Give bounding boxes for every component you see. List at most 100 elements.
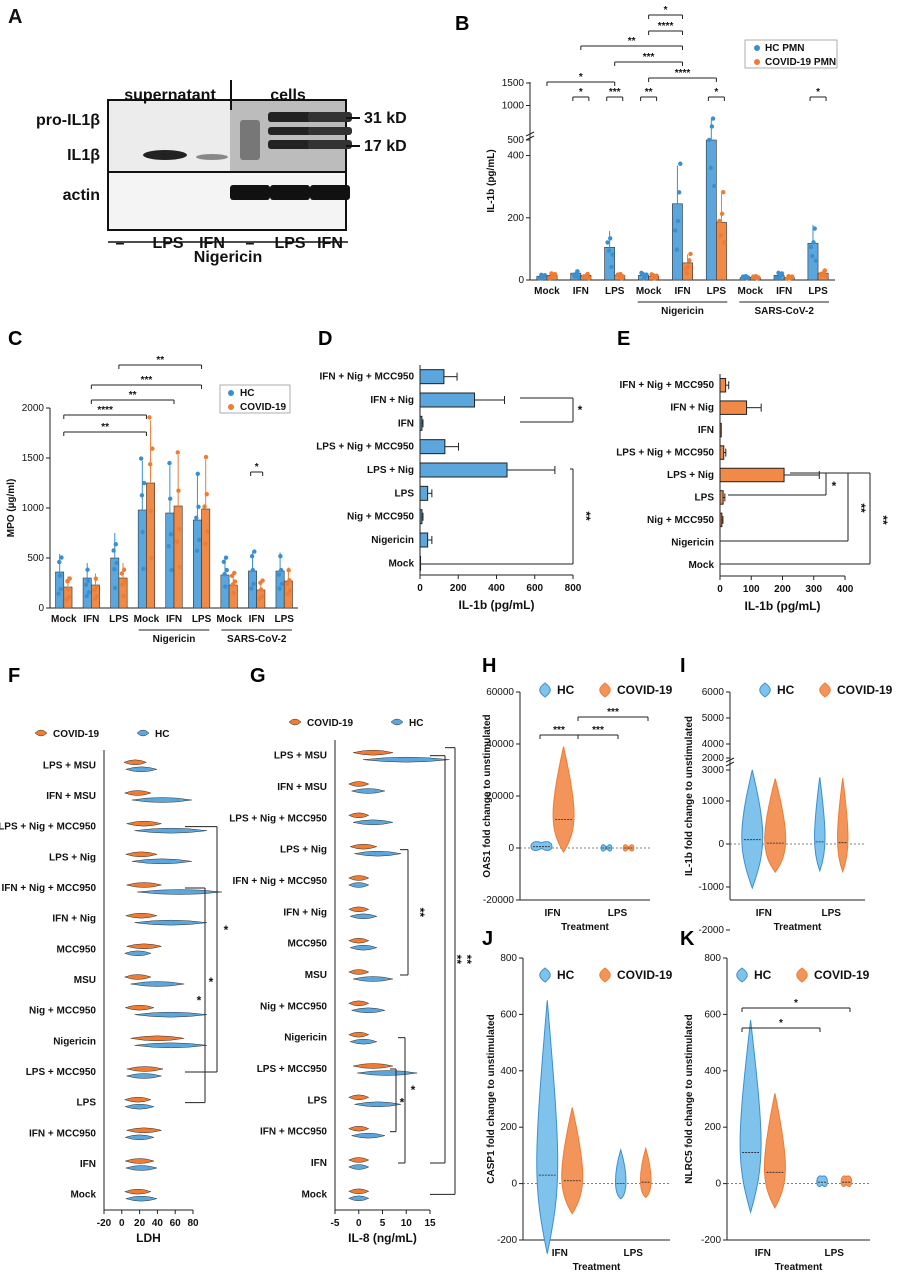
y-tick-label: 200 bbox=[500, 1122, 517, 1133]
y-axis-title: IL-1b (pg/mL) bbox=[486, 149, 497, 212]
hc-violin bbox=[134, 919, 207, 926]
hc-point bbox=[168, 496, 173, 501]
panel-label: C bbox=[8, 328, 22, 350]
x-tick-label: IFN bbox=[552, 1248, 568, 1259]
hc-point bbox=[278, 567, 284, 573]
covid-point bbox=[66, 594, 72, 600]
hc-bar bbox=[110, 557, 120, 609]
legend-swatch-covid bbox=[288, 718, 302, 726]
significance-label: *** bbox=[553, 725, 565, 736]
bar bbox=[419, 369, 445, 385]
x-tick-label: 200 bbox=[774, 584, 791, 595]
x-tick-label: LPS bbox=[274, 614, 294, 625]
hc-point bbox=[277, 586, 282, 591]
covid-violin bbox=[125, 1127, 163, 1134]
covid-point bbox=[550, 275, 555, 280]
hc-point bbox=[606, 248, 612, 253]
covid-point bbox=[93, 576, 99, 581]
y-tick-label: Nigericin bbox=[53, 1036, 96, 1047]
covid-point bbox=[231, 590, 236, 596]
hc-violin bbox=[134, 1042, 207, 1049]
hc-point bbox=[223, 555, 229, 560]
x-tick-label: IFN bbox=[755, 1248, 771, 1259]
hc-violin bbox=[134, 1011, 207, 1018]
hc-violin bbox=[350, 1132, 386, 1139]
hc-violin bbox=[741, 769, 764, 890]
covid-point bbox=[688, 251, 693, 257]
hc-violin bbox=[349, 1038, 378, 1045]
significance-label: * bbox=[579, 72, 583, 83]
x-tick-label: LPS bbox=[808, 286, 828, 297]
covid-point bbox=[120, 582, 125, 587]
y-tick-label: MSU bbox=[305, 970, 327, 981]
covid-point bbox=[722, 240, 727, 245]
significance-label: ** bbox=[628, 36, 636, 47]
lane-label: IFN bbox=[199, 235, 225, 252]
hc-violin bbox=[348, 1164, 370, 1170]
covid-point bbox=[204, 491, 209, 497]
significance-label: **** bbox=[675, 68, 691, 79]
covid-violin bbox=[348, 1000, 370, 1007]
hc-point bbox=[140, 529, 145, 535]
y-tick-label: 1500 bbox=[502, 78, 525, 89]
covid-point bbox=[121, 567, 127, 572]
hc-point bbox=[250, 567, 256, 573]
hc-point bbox=[112, 585, 118, 591]
y-tick-label: LPS + MCC950 bbox=[26, 1067, 97, 1078]
panel-label: B bbox=[455, 13, 469, 35]
covid-point bbox=[285, 591, 291, 597]
bar bbox=[719, 422, 722, 438]
hc-violin bbox=[362, 756, 450, 763]
covid-violin bbox=[348, 1031, 370, 1038]
covid-violin bbox=[124, 790, 152, 796]
band bbox=[143, 150, 187, 160]
covid-point bbox=[119, 571, 125, 576]
panel-label: G bbox=[250, 665, 266, 687]
hc-bar bbox=[137, 509, 147, 609]
x-tick-label: 0 bbox=[119, 1218, 125, 1229]
significance-label: * bbox=[578, 403, 583, 417]
hc-point bbox=[252, 549, 257, 554]
covid-point bbox=[287, 588, 293, 593]
covid-violin bbox=[123, 759, 147, 766]
hc-point bbox=[576, 275, 581, 280]
panel-label: D bbox=[318, 328, 332, 350]
legend-label: COVID-19 bbox=[53, 729, 100, 740]
hc-violin bbox=[349, 944, 378, 951]
kd-label: 17 kD bbox=[364, 138, 407, 155]
covid-point bbox=[203, 454, 209, 460]
legend-label: COVID-19 bbox=[617, 683, 673, 697]
covid-point bbox=[232, 579, 238, 584]
legend-label: COVID-19 bbox=[617, 968, 673, 982]
significance-label: **** bbox=[658, 21, 674, 32]
hc-point bbox=[676, 190, 682, 195]
x-tick-label: 200 bbox=[450, 583, 467, 594]
x-tick-label: 5 bbox=[380, 1218, 386, 1229]
y-tick-label: 400 bbox=[507, 151, 524, 162]
hc-point bbox=[57, 573, 63, 578]
legend-swatch-hc bbox=[539, 682, 551, 698]
significance-label: ** bbox=[876, 515, 890, 525]
covid-point bbox=[94, 585, 99, 590]
covid-violin bbox=[348, 1157, 370, 1163]
panel-label: J bbox=[482, 928, 493, 950]
y-tick-label: LPS + MSU bbox=[43, 760, 96, 771]
y-axis-title: OAS1 fold change to unstimulated bbox=[482, 714, 493, 877]
group-label: Nigericin bbox=[661, 306, 704, 317]
legend-box bbox=[744, 39, 838, 69]
band bbox=[308, 127, 352, 135]
y-tick-label: Mock bbox=[388, 558, 414, 569]
actin-frame bbox=[107, 171, 347, 231]
axis-break bbox=[725, 761, 735, 767]
y-tick-label: 0 bbox=[518, 275, 524, 286]
x-tick-label: 100 bbox=[743, 584, 760, 595]
panel-a-label: A bbox=[8, 6, 23, 28]
hc-point bbox=[777, 274, 782, 280]
hc-point bbox=[776, 270, 781, 276]
significance-label: *** bbox=[609, 87, 621, 98]
y-tick-label: IFN + Nig bbox=[670, 403, 714, 414]
y-tick-label: IFN + MCC950 bbox=[260, 1127, 327, 1138]
y-tick-label: 40000 bbox=[486, 739, 514, 750]
covid-point bbox=[287, 578, 292, 583]
covid-point bbox=[205, 529, 210, 534]
